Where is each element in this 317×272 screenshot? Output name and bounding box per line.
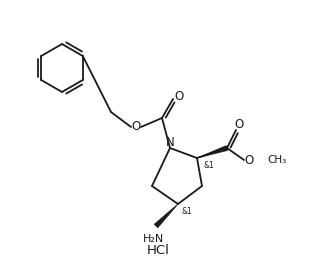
Text: CH₃: CH₃ bbox=[267, 155, 286, 165]
Text: H₂N: H₂N bbox=[142, 234, 164, 244]
Text: HCl: HCl bbox=[146, 243, 170, 256]
Text: O: O bbox=[244, 153, 254, 166]
Text: O: O bbox=[234, 119, 244, 131]
Text: &1: &1 bbox=[204, 160, 215, 169]
Text: O: O bbox=[131, 120, 141, 134]
Text: O: O bbox=[174, 89, 184, 103]
Polygon shape bbox=[197, 146, 228, 158]
Text: N: N bbox=[165, 137, 174, 150]
Polygon shape bbox=[154, 204, 178, 228]
Text: &1: &1 bbox=[181, 206, 192, 215]
